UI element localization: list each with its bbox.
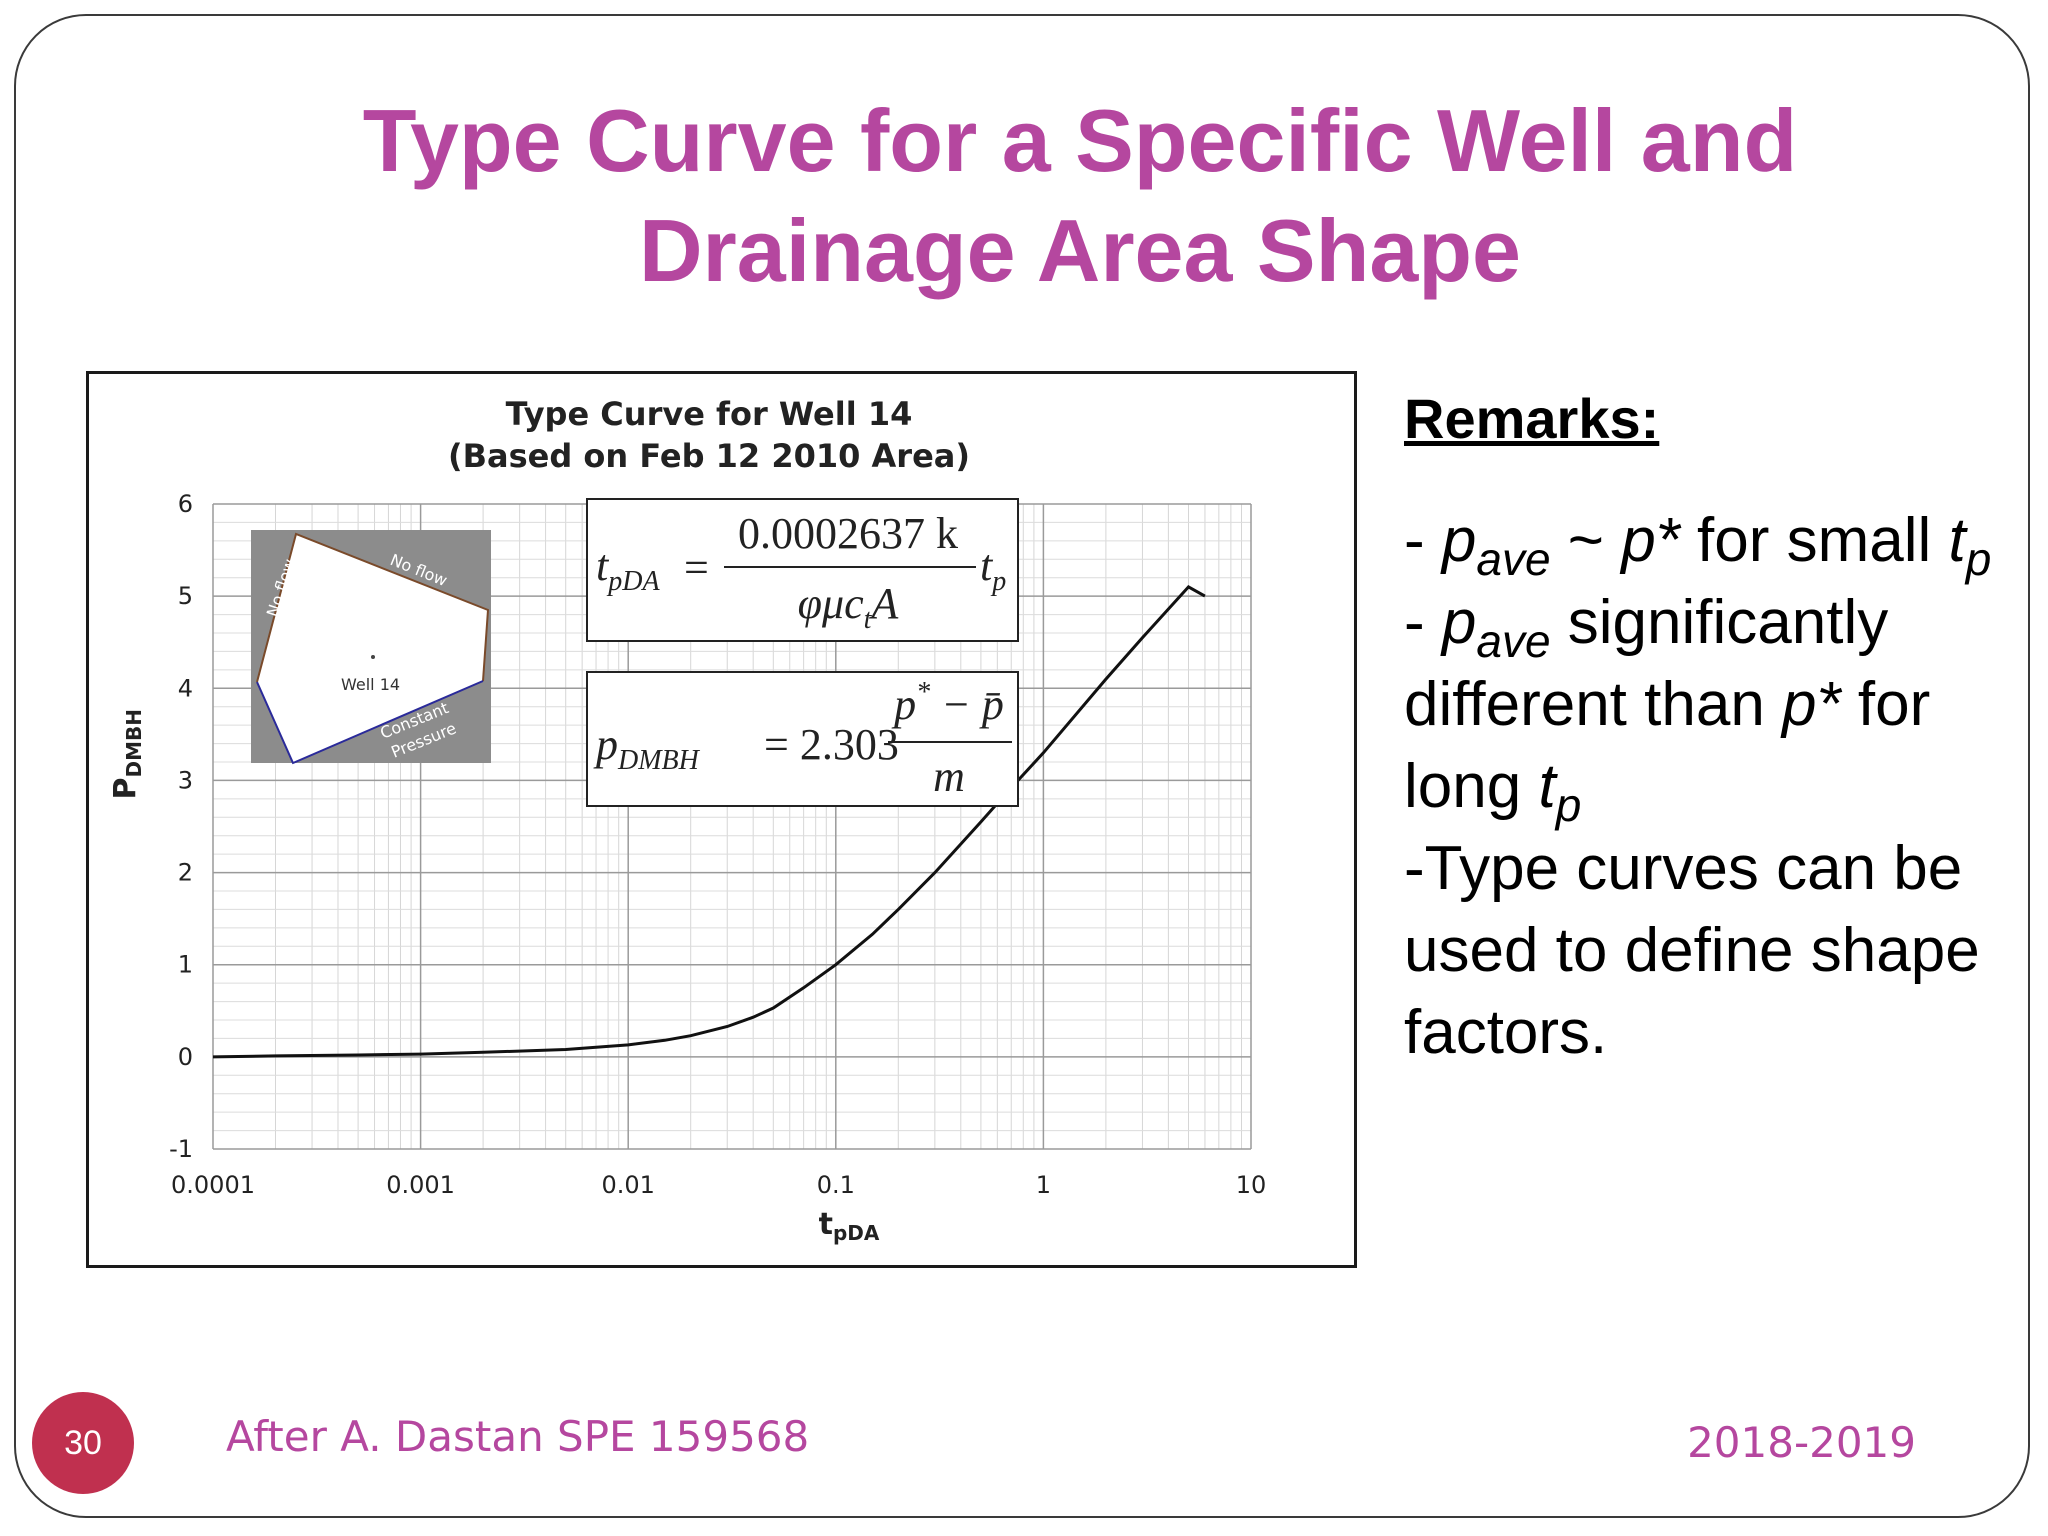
x-axis-label: tpDA bbox=[819, 1207, 880, 1245]
page-number-badge: 30 bbox=[32, 1392, 134, 1494]
remarks-heading: Remarks: bbox=[1404, 387, 1660, 450]
remark-item-3: -Type curves can be used to define shape… bbox=[1404, 834, 1980, 1067]
x-axis-label-sub: pDA bbox=[833, 1221, 880, 1245]
pdmbh-denominator: m bbox=[933, 752, 965, 801]
well-label: Well 14 bbox=[341, 675, 400, 694]
pdmbh-formula: pDMBH = 2.303 p* − p̄ m bbox=[586, 671, 1019, 807]
x-tick-label: 1 bbox=[1036, 1171, 1051, 1199]
drainage-polygon bbox=[257, 534, 488, 763]
no-flow-boundary bbox=[256, 532, 490, 683]
x-tick-label: 0.1 bbox=[817, 1171, 855, 1199]
pdmbh-numerator: p* − p̄ bbox=[894, 677, 1004, 729]
tpda-rhs: tp bbox=[980, 541, 1007, 597]
well-marker bbox=[371, 655, 375, 659]
type-curve-chart: Type Curve for Well 14 (Based on Feb 12 … bbox=[108, 395, 1267, 1245]
x-axis-ticks: 0.0001 0.001 0.01 0.1 1 10 bbox=[171, 1171, 1266, 1199]
y-axis-ticks: -1 0 1 2 3 4 5 6 bbox=[169, 490, 193, 1163]
y-tick-label: 3 bbox=[178, 766, 193, 794]
x-axis-label-main: t bbox=[819, 1207, 833, 1242]
tpda-equals: = bbox=[684, 543, 709, 592]
tpda-lhs: tpDA bbox=[596, 541, 660, 597]
slide-frame bbox=[14, 14, 2030, 1518]
remark-item-1: - pave ~ p* for small tp bbox=[1404, 506, 1992, 585]
pdmbh-fraction-bar bbox=[888, 741, 1012, 743]
tpda-numerator: 0.0002637 k bbox=[738, 509, 958, 558]
tpda-denominator: φμctA bbox=[797, 579, 899, 635]
drainage-area-inset: Well 14 No flow No flow Constant Pressur… bbox=[251, 530, 491, 765]
title-line-1: Type Curve for a Specific Well and bbox=[362, 91, 1798, 190]
series-line bbox=[212, 585, 1206, 1059]
source-citation: After A. Dastan SPE 159568 bbox=[226, 1412, 810, 1461]
chart-subtitle: (Based on Feb 12 2010 Area) bbox=[448, 437, 970, 475]
y-tick-label: 6 bbox=[178, 490, 193, 518]
y-tick-label: 4 bbox=[178, 674, 193, 702]
tpda-formula: tpDA = 0.0002637 k φμctA tp bbox=[586, 498, 1019, 642]
y-tick-label: 2 bbox=[178, 859, 193, 887]
x-tick-label: 10 bbox=[1236, 1171, 1267, 1199]
slide-title: Type Curve for a Specific Well and Drain… bbox=[150, 86, 2010, 306]
y-axis-label-sub: DMBH bbox=[122, 709, 146, 778]
chart-panel: Type Curve for Well 14 (Based on Feb 12 … bbox=[86, 371, 1357, 1268]
title-line-2: Drainage Area Shape bbox=[639, 201, 1521, 300]
y-tick-label: 5 bbox=[178, 582, 193, 610]
x-tick-label: 0.001 bbox=[386, 1171, 455, 1199]
y-tick-label: 0 bbox=[178, 1043, 193, 1071]
remark-item-2: - pave significantly different than p* f… bbox=[1404, 588, 1931, 831]
tpda-fraction-bar bbox=[724, 566, 976, 568]
y-tick-label: -1 bbox=[169, 1135, 193, 1163]
constant-pressure-boundary bbox=[256, 680, 484, 765]
y-axis-label-main: P bbox=[108, 778, 143, 800]
date-label: 2018-2019 bbox=[1687, 1418, 1916, 1467]
y-tick-label: 1 bbox=[178, 951, 193, 979]
pdmbh-coefficient: = 2.303 bbox=[764, 720, 899, 769]
pdmbh-lhs: pDMBH bbox=[596, 720, 699, 776]
x-tick-label: 0.01 bbox=[601, 1171, 654, 1199]
y-axis-label: PDMBH bbox=[108, 709, 146, 800]
chart-title: Type Curve for Well 14 bbox=[506, 395, 913, 433]
x-tick-label: 0.0001 bbox=[171, 1171, 255, 1199]
remarks-list: - pave ~ p* for small tp - pave signific… bbox=[1404, 500, 2014, 1074]
